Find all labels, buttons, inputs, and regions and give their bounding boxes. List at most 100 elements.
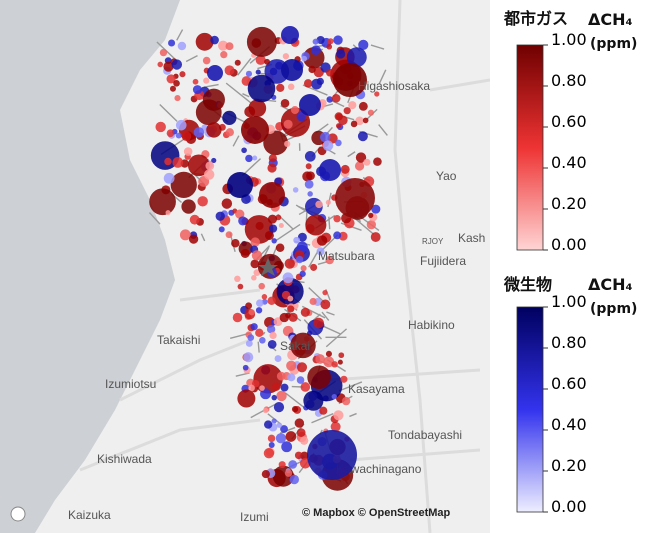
dot (354, 161, 365, 171)
route (176, 29, 184, 41)
dot (294, 451, 303, 460)
dot (325, 255, 334, 265)
route (321, 311, 330, 321)
dot (276, 390, 287, 402)
dot (290, 332, 316, 359)
dot (246, 26, 277, 57)
tick-label: 0.40 (551, 153, 587, 172)
dot (157, 61, 164, 68)
route (317, 261, 328, 266)
dot (250, 259, 260, 269)
dot (281, 26, 299, 44)
dot (241, 116, 269, 144)
route (275, 223, 301, 242)
dot (264, 316, 275, 328)
map: Higashiosaka Yao Kash RJOY Matsubara Fuj… (0, 0, 490, 533)
dot (164, 157, 172, 166)
attribution: © Mapbox © OpenStreetMap (302, 507, 451, 519)
dot (234, 275, 241, 283)
route (159, 103, 178, 122)
dot (250, 237, 260, 247)
dot (267, 339, 277, 349)
dot (238, 216, 248, 226)
place-label: Kasayama (348, 382, 405, 396)
route (378, 69, 387, 85)
dot (319, 131, 331, 143)
dot (313, 317, 324, 329)
route (280, 105, 290, 111)
dot (311, 45, 321, 56)
legend: 微生物 ΔCH₄ (ppm) 1.00 0.80 0.60 0.40 0.20 0.00 (503, 275, 637, 516)
dot (319, 406, 328, 415)
dot (192, 78, 199, 85)
dot (159, 48, 168, 57)
dot (338, 231, 348, 241)
route (326, 311, 335, 316)
dot (222, 110, 237, 125)
dot (267, 296, 276, 306)
dot (202, 88, 225, 111)
dot (181, 199, 196, 214)
dot (331, 93, 341, 103)
dot (276, 371, 286, 381)
dot (193, 127, 205, 138)
dot (245, 340, 253, 347)
dot (320, 299, 331, 310)
route (378, 124, 388, 136)
dot (348, 101, 357, 110)
legend-title: 都市ガス (503, 9, 568, 28)
water (0, 0, 180, 533)
dot (234, 59, 241, 66)
dot (296, 362, 308, 373)
dot (170, 171, 197, 198)
dot (284, 258, 295, 269)
dot (255, 69, 261, 75)
dot (280, 98, 290, 108)
dot (309, 297, 317, 306)
dot (276, 83, 285, 92)
dot (333, 63, 367, 97)
dot (300, 307, 310, 317)
route (328, 216, 331, 230)
legend-unit: (ppm) (590, 301, 637, 317)
dot (296, 241, 308, 253)
dot (268, 442, 275, 448)
dot (258, 282, 265, 290)
dot (169, 85, 176, 92)
dot (307, 191, 313, 197)
dot (335, 178, 375, 218)
dot (255, 307, 263, 314)
dot (286, 360, 297, 371)
route (349, 412, 357, 418)
place-label: Higashiosaka (358, 79, 430, 93)
dot (268, 224, 278, 233)
dot (245, 70, 253, 77)
dot (350, 120, 358, 128)
dot (272, 382, 281, 391)
dot (273, 401, 285, 413)
place-label: Fujiidera (420, 254, 466, 268)
dot (333, 215, 341, 223)
dot (299, 436, 309, 445)
dot (281, 59, 303, 81)
dot (303, 79, 313, 88)
tick-label: 0.40 (551, 415, 587, 434)
dot (335, 123, 342, 129)
dot (284, 140, 291, 148)
dot (299, 270, 306, 277)
route (311, 413, 334, 424)
dot (240, 248, 250, 258)
dot (371, 204, 381, 214)
dot (310, 263, 318, 271)
dot (218, 226, 225, 233)
dot (271, 418, 277, 424)
dot (247, 334, 255, 341)
dot (252, 155, 258, 161)
dot (322, 289, 328, 296)
dot (301, 55, 308, 62)
dot (275, 433, 287, 444)
legend-quantity: ΔCH₄ (588, 10, 633, 29)
place-label: Kaizuka (68, 508, 111, 522)
place-label: Izumi (240, 510, 269, 524)
dot (307, 365, 331, 390)
